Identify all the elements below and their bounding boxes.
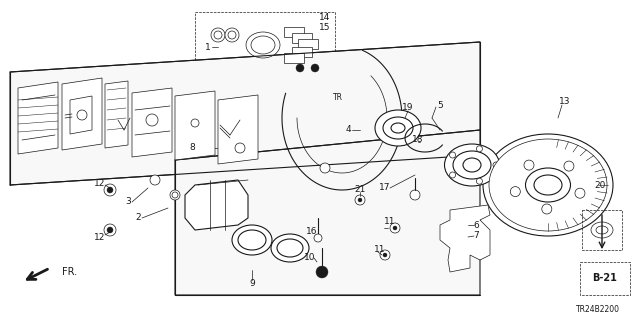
Circle shape xyxy=(146,114,158,126)
Ellipse shape xyxy=(534,175,562,195)
Ellipse shape xyxy=(591,222,613,238)
Text: 19: 19 xyxy=(403,103,413,113)
Circle shape xyxy=(564,161,574,171)
Polygon shape xyxy=(195,12,335,80)
Polygon shape xyxy=(284,53,304,63)
Text: 3: 3 xyxy=(125,197,131,206)
Circle shape xyxy=(314,234,322,242)
Text: 17: 17 xyxy=(380,183,391,192)
Circle shape xyxy=(510,187,520,197)
Polygon shape xyxy=(62,78,102,150)
Text: 11: 11 xyxy=(384,218,396,226)
Ellipse shape xyxy=(483,134,613,236)
Text: 5: 5 xyxy=(437,100,443,109)
Polygon shape xyxy=(10,42,480,185)
Polygon shape xyxy=(175,130,480,295)
Circle shape xyxy=(150,175,160,185)
Ellipse shape xyxy=(453,151,491,179)
Ellipse shape xyxy=(463,158,481,172)
Ellipse shape xyxy=(375,110,421,146)
Circle shape xyxy=(380,250,390,260)
Text: 4: 4 xyxy=(345,125,351,135)
Circle shape xyxy=(410,190,420,200)
Circle shape xyxy=(390,223,400,233)
Text: FR.: FR. xyxy=(62,267,77,277)
Circle shape xyxy=(104,224,116,236)
Text: 15: 15 xyxy=(319,24,331,33)
Text: 16: 16 xyxy=(307,227,317,236)
Circle shape xyxy=(211,28,225,42)
Circle shape xyxy=(476,178,483,184)
Polygon shape xyxy=(70,96,92,134)
Ellipse shape xyxy=(383,117,413,139)
Circle shape xyxy=(296,64,304,72)
Circle shape xyxy=(493,162,499,168)
Polygon shape xyxy=(218,95,258,164)
Text: 2: 2 xyxy=(135,213,141,222)
Circle shape xyxy=(542,204,552,214)
Circle shape xyxy=(104,184,116,196)
Polygon shape xyxy=(132,88,172,157)
Circle shape xyxy=(575,188,585,198)
Text: 13: 13 xyxy=(559,98,571,107)
Circle shape xyxy=(449,172,456,178)
Circle shape xyxy=(476,146,483,152)
Ellipse shape xyxy=(271,234,309,262)
Polygon shape xyxy=(284,27,304,37)
Text: B-21: B-21 xyxy=(593,273,618,283)
Circle shape xyxy=(107,227,113,233)
Ellipse shape xyxy=(596,226,608,234)
Text: 8: 8 xyxy=(189,144,195,152)
Circle shape xyxy=(449,152,456,158)
Text: 11: 11 xyxy=(374,246,386,255)
Circle shape xyxy=(228,31,236,39)
Polygon shape xyxy=(292,47,312,57)
Circle shape xyxy=(214,31,222,39)
Circle shape xyxy=(77,110,87,120)
Text: 9: 9 xyxy=(249,278,255,287)
Ellipse shape xyxy=(232,225,272,255)
Text: TR24B2200: TR24B2200 xyxy=(576,306,620,315)
Text: 12: 12 xyxy=(94,233,106,241)
Polygon shape xyxy=(18,82,58,154)
Ellipse shape xyxy=(445,144,499,186)
Circle shape xyxy=(170,190,180,200)
Circle shape xyxy=(225,28,239,42)
Polygon shape xyxy=(298,39,318,49)
Circle shape xyxy=(191,119,199,127)
Polygon shape xyxy=(292,33,312,43)
Text: 21: 21 xyxy=(355,186,365,195)
Circle shape xyxy=(355,195,365,205)
Text: 20: 20 xyxy=(595,181,605,189)
Text: 6: 6 xyxy=(473,220,479,229)
Polygon shape xyxy=(175,91,215,160)
Ellipse shape xyxy=(251,36,275,54)
Text: 18: 18 xyxy=(412,136,424,145)
Ellipse shape xyxy=(246,32,280,58)
Text: 10: 10 xyxy=(304,254,316,263)
Ellipse shape xyxy=(489,139,607,231)
Polygon shape xyxy=(105,81,128,148)
Text: 1: 1 xyxy=(205,42,211,51)
Text: 7: 7 xyxy=(473,232,479,241)
Polygon shape xyxy=(440,205,490,272)
Circle shape xyxy=(524,160,534,170)
Ellipse shape xyxy=(391,123,405,133)
Text: TR: TR xyxy=(333,93,343,102)
Circle shape xyxy=(107,187,113,193)
Circle shape xyxy=(311,64,319,72)
Circle shape xyxy=(358,198,362,202)
Polygon shape xyxy=(185,180,248,230)
Circle shape xyxy=(316,266,328,278)
Ellipse shape xyxy=(277,239,303,257)
Text: 14: 14 xyxy=(319,13,331,23)
Circle shape xyxy=(383,253,387,257)
Ellipse shape xyxy=(238,230,266,250)
Text: 12: 12 xyxy=(94,179,106,188)
Circle shape xyxy=(393,226,397,230)
Circle shape xyxy=(172,192,178,198)
Circle shape xyxy=(235,143,245,153)
Ellipse shape xyxy=(525,168,570,202)
Circle shape xyxy=(320,163,330,173)
